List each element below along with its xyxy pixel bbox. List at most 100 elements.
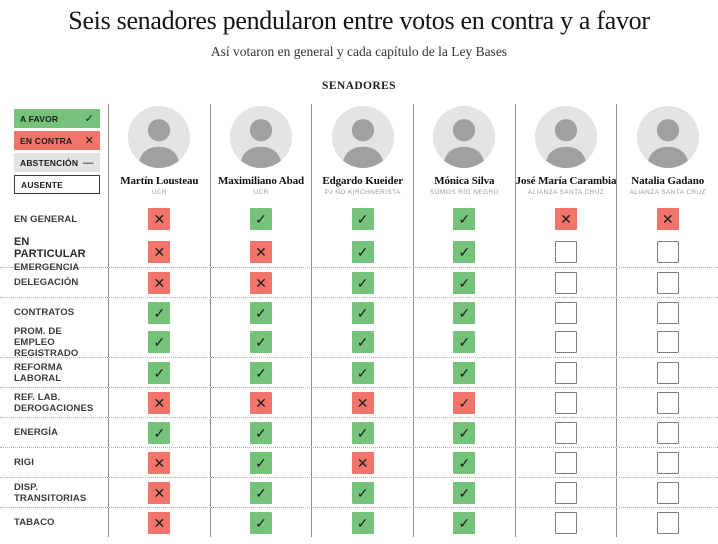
vote-cell: ✓ <box>311 358 413 387</box>
vote-cell: ✓ <box>413 204 515 234</box>
table-title: SENADORES <box>322 80 396 92</box>
vote-mark-favor: ✓ <box>453 241 476 263</box>
vote-cell: ✕ <box>209 234 312 267</box>
senator-name: José María Carambia <box>515 175 617 187</box>
row-label-cell: EN GENERAL <box>0 214 108 225</box>
table-row: ENERGÍA ✓ ✓ ✓ ✓ <box>0 417 718 447</box>
row-label-cell: ENERGÍA <box>0 427 108 438</box>
vote-cell <box>514 418 617 447</box>
vote-mark-contra_favor: ✓ <box>453 391 476 414</box>
vote-mark-ausente <box>555 511 578 534</box>
row-label-cell: REFORMA LABORAL <box>0 362 108 384</box>
vote-cell: ✕ <box>311 388 413 417</box>
vote-mark-favor: ✓ <box>453 361 476 384</box>
page-subtitle: Así votaron en general y cada capítulo d… <box>210 44 508 59</box>
row-label: RIGI <box>14 457 34 468</box>
vote-mark-favor: ✓ <box>351 421 374 444</box>
vote-cell: ✓ <box>413 418 515 447</box>
table-row: EN GENERAL ✕ ✓ ✓ ✓ ✕ ✕ <box>0 204 718 234</box>
vote-cell: ✓ <box>311 478 413 507</box>
person-silhouette-icon <box>331 106 394 168</box>
row-label: REFORMA LABORAL <box>14 361 63 384</box>
vote-mark-contra: ✕ <box>250 391 272 414</box>
vote-mark-contra: ✕ <box>351 451 374 474</box>
vote-mark-ausente <box>555 271 578 294</box>
vote-mark-favor: ✓ <box>148 361 171 384</box>
vote-cell <box>514 388 617 417</box>
vote-cell: ✓ <box>209 448 312 477</box>
vote-mark-favor: ✓ <box>250 208 272 230</box>
vote-cell: ✓ <box>108 418 210 447</box>
vote-cell: ✕ <box>108 508 210 537</box>
row-label-cell: DELEGACIÓN <box>0 277 108 288</box>
vote-cell: ✓ <box>108 298 210 327</box>
senator-name: Edgardo Kueider <box>322 175 404 187</box>
vote-cell: ✓ <box>413 268 515 297</box>
vote-mark-favor: ✓ <box>250 331 272 353</box>
vote-mark-ausente <box>656 511 679 534</box>
vote-mark-contra: ✕ <box>250 271 272 294</box>
row-label: REF. LAB. DEROGACIONES <box>14 391 94 414</box>
vote-mark-ausente <box>555 301 578 324</box>
vote-mark-favor: ✓ <box>453 421 476 444</box>
vote-mark-favor: ✓ <box>351 511 374 534</box>
vote-cell: ✓ <box>413 448 515 477</box>
vote-cell: ✕ <box>108 478 210 507</box>
vote-cell: ✓ <box>311 508 413 537</box>
vote-cell <box>514 234 617 267</box>
vote-mark-favor: ✓ <box>351 241 374 263</box>
senator-party: UCR <box>151 189 167 196</box>
vote-mark-favor: ✓ <box>351 271 374 294</box>
row-label-cell: REF. LAB. DEROGACIONES <box>0 392 108 414</box>
vote-mark-favor: ✓ <box>453 301 476 324</box>
table-body: EN GENERAL ✕ ✓ ✓ ✓ ✕ ✕ EN PARTICULAR EMERGENCIA ✕… <box>0 204 718 537</box>
senator-photo <box>128 106 191 168</box>
legend-label: EN CONTRA <box>20 135 73 146</box>
table-row: PROM. DE EMPLEO REGISTRADO ✓ ✓ ✓ ✓ <box>0 325 718 359</box>
row-label: PROM. DE EMPLEO REGISTRADO <box>14 325 79 359</box>
vote-mark-ausente <box>555 451 578 474</box>
vote-cell <box>616 478 718 507</box>
senator-photo <box>331 106 394 168</box>
vote-mark-contra: ✕ <box>351 391 374 414</box>
vote-mark-ausente <box>656 331 679 353</box>
vote-mark-ausente <box>555 361 578 384</box>
vote-mark-favor: ✓ <box>250 511 272 534</box>
row-label: ENERGÍA <box>14 427 58 438</box>
person-silhouette-icon <box>636 106 699 168</box>
vote-cell: ✓ <box>413 234 515 267</box>
legend-item-abstencion: ABSTENCIÓN — <box>14 153 100 172</box>
senator-party: UCR <box>253 189 269 196</box>
table-row: DELEGACIÓN ✕ ✕ ✓ ✓ <box>0 267 718 297</box>
vote-mark-favor: ✓ <box>351 301 374 324</box>
senator-party: PJ NO KIRCHNERISTA <box>324 189 401 196</box>
vote-mark-ausente <box>656 271 679 294</box>
vote-mark-contra: ✕ <box>148 241 171 263</box>
vote-cell <box>616 234 718 267</box>
vote-cell: ✓ <box>311 268 413 297</box>
vote-mark-ausente <box>555 421 578 444</box>
vote-mark-ausente <box>656 481 679 504</box>
senator-photo <box>636 106 699 168</box>
legend-abstencion-glyph: — <box>82 156 94 169</box>
person-silhouette-icon <box>230 106 292 168</box>
legend-item-ausente: AUSENTE <box>14 175 100 194</box>
vote-cell: ✓ <box>209 358 312 387</box>
senator-header-0: Martín Lousteau UCR <box>108 104 210 204</box>
table-row: RIGI ✕ ✓ ✕ ✓ <box>0 447 718 477</box>
vote-cell: ✓ <box>413 327 515 357</box>
vote-mark-favor: ✓ <box>453 271 476 294</box>
vote-mark-ausente <box>555 391 578 414</box>
vote-cell <box>514 358 617 387</box>
vote-mark-contra: ✕ <box>148 391 171 414</box>
vote-mark-favor: ✓ <box>351 331 374 353</box>
vote-mark-favor: ✓ <box>148 301 171 324</box>
vote-cell: ✓ <box>413 388 515 417</box>
person-silhouette-icon <box>433 106 496 168</box>
vote-cell <box>514 508 617 537</box>
vote-cell: ✕ <box>108 268 210 297</box>
vote-cell: ✕ <box>108 234 210 267</box>
vote-mark-favor: ✓ <box>250 481 272 504</box>
vote-cell: ✕ <box>311 448 413 477</box>
vote-mark-favor: ✓ <box>250 361 272 384</box>
